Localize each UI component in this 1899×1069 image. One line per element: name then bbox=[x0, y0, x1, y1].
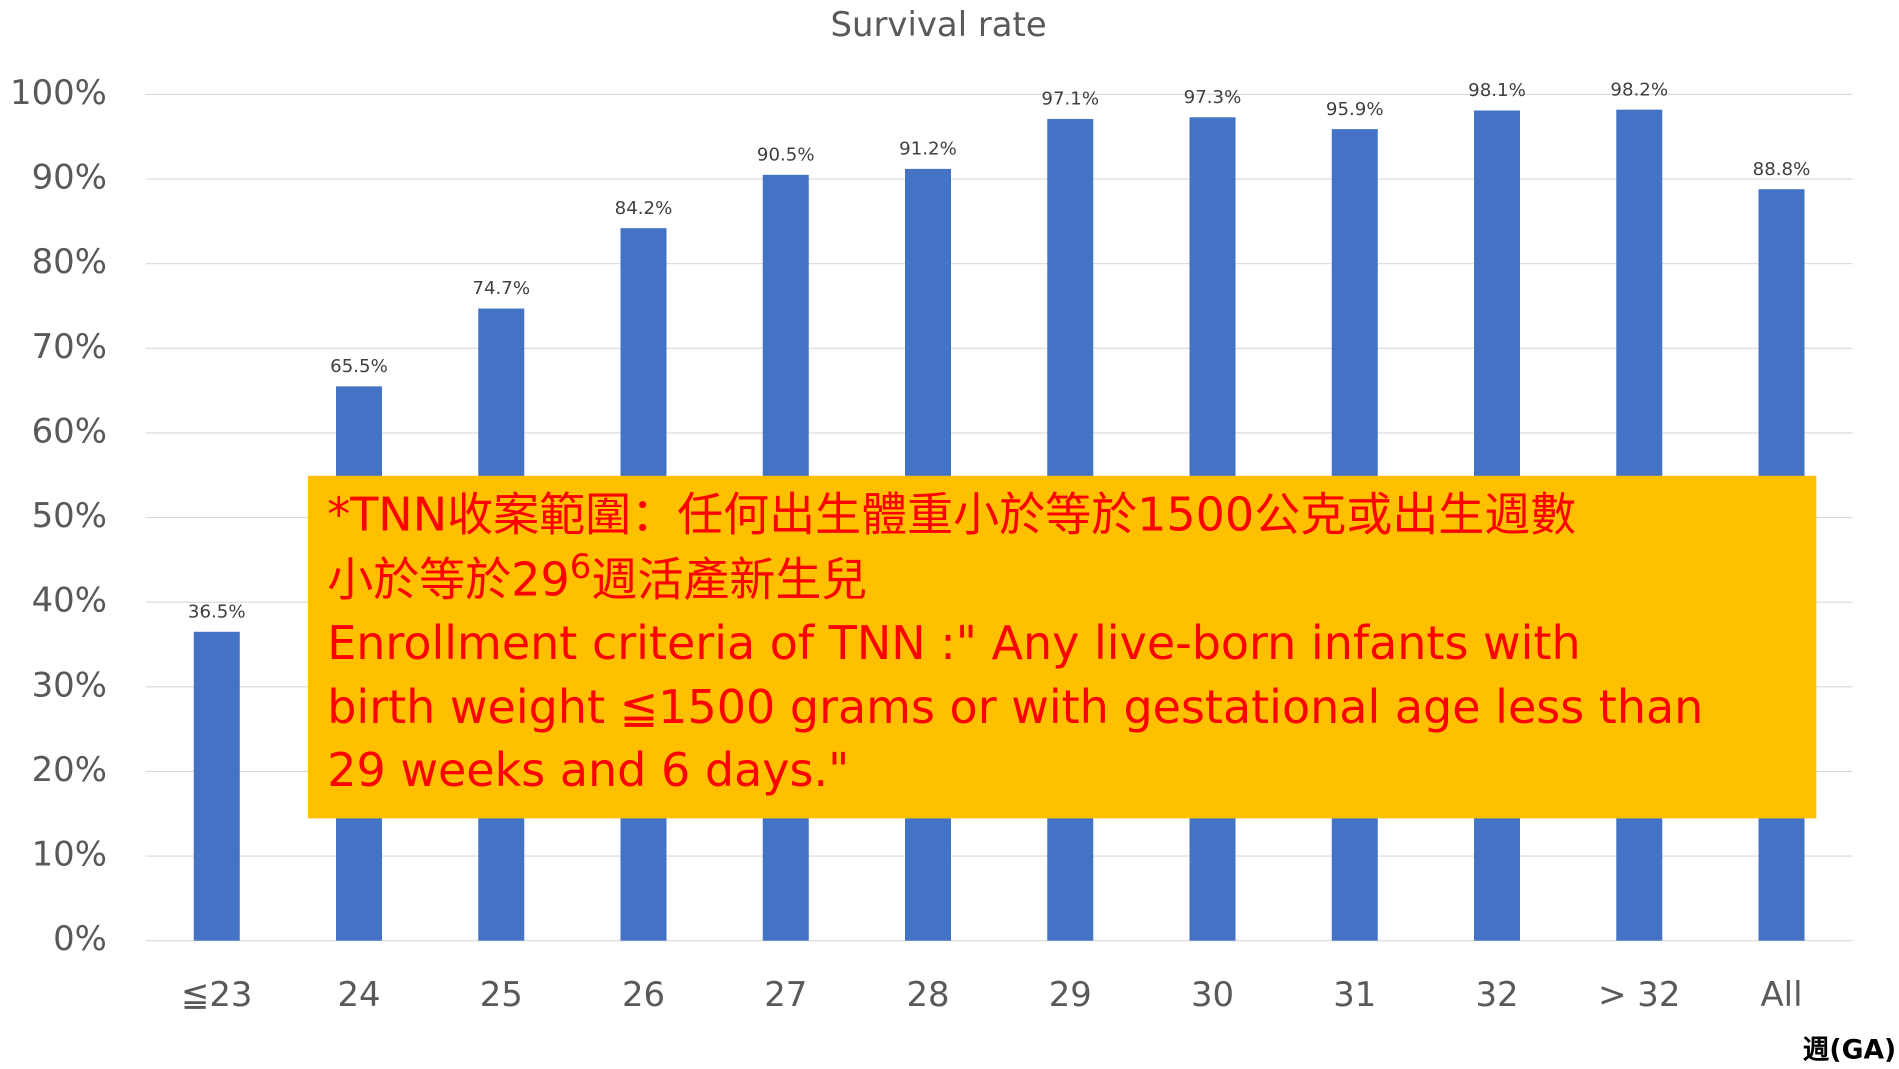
data-label: 95.9% bbox=[1326, 99, 1384, 120]
data-label: 65.5% bbox=[330, 356, 388, 377]
x-tick-label: > 32 bbox=[1598, 975, 1680, 1014]
x-axis-label: 週(GA) bbox=[1803, 1034, 1896, 1065]
annotation-superscript: 6 bbox=[570, 546, 592, 585]
y-tick-label: 70% bbox=[32, 327, 107, 366]
chart-title: Survival rate bbox=[831, 5, 1047, 44]
data-label: 97.3% bbox=[1184, 87, 1242, 108]
annotation-line: 小於等於296週活產新生兒 bbox=[327, 546, 867, 606]
x-tick-label: 32 bbox=[1475, 975, 1518, 1014]
y-tick-label: 30% bbox=[32, 665, 107, 704]
y-tick-label: 60% bbox=[32, 411, 107, 450]
x-tick-label: 28 bbox=[906, 975, 949, 1014]
annotation-line: Enrollment criteria of TNN :" Any live-b… bbox=[327, 616, 1580, 670]
annotation-line: *TNN收案範圍：任何出生體重小於等於1500公克或出生週數 bbox=[327, 488, 1576, 542]
annotation-text: 小於等於29 bbox=[327, 552, 570, 606]
y-tick-label: 50% bbox=[32, 496, 107, 535]
x-tick-label: ≦23 bbox=[181, 975, 253, 1014]
data-label: 97.1% bbox=[1041, 89, 1099, 110]
y-tick-label: 40% bbox=[32, 581, 107, 620]
x-tick-label: 24 bbox=[337, 975, 380, 1014]
annotation-text: 週活產新生兒 bbox=[591, 552, 867, 606]
x-tick-label: 27 bbox=[764, 975, 807, 1014]
annotation-line: 29 weeks and 6 days." bbox=[327, 743, 849, 797]
data-label: 36.5% bbox=[188, 601, 246, 622]
bar bbox=[193, 631, 240, 941]
x-tick-label: 29 bbox=[1049, 975, 1092, 1014]
data-label: 84.2% bbox=[615, 198, 673, 219]
annotation-line: birth weight ≦1500 grams or with gestati… bbox=[327, 680, 1703, 734]
data-label: 98.2% bbox=[1610, 79, 1668, 100]
data-label: 90.5% bbox=[757, 144, 815, 165]
x-tick-label: 30 bbox=[1191, 975, 1234, 1014]
data-label: 74.7% bbox=[472, 278, 530, 299]
annotation-box bbox=[307, 475, 1817, 819]
x-tick-label: 26 bbox=[622, 975, 665, 1014]
data-label: 98.1% bbox=[1468, 80, 1526, 101]
y-tick-label: 80% bbox=[32, 242, 107, 281]
x-tick-label: All bbox=[1761, 975, 1803, 1014]
y-tick-label: 20% bbox=[32, 750, 107, 789]
data-label: 88.8% bbox=[1753, 159, 1811, 180]
y-tick-label: 90% bbox=[32, 158, 107, 197]
x-tick-label: 31 bbox=[1333, 975, 1376, 1014]
x-tick-label: 25 bbox=[480, 975, 523, 1014]
data-label: 91.2% bbox=[899, 139, 957, 160]
y-tick-label: 10% bbox=[32, 835, 107, 874]
y-tick-label: 0% bbox=[53, 919, 107, 958]
y-tick-label: 100% bbox=[10, 73, 107, 112]
